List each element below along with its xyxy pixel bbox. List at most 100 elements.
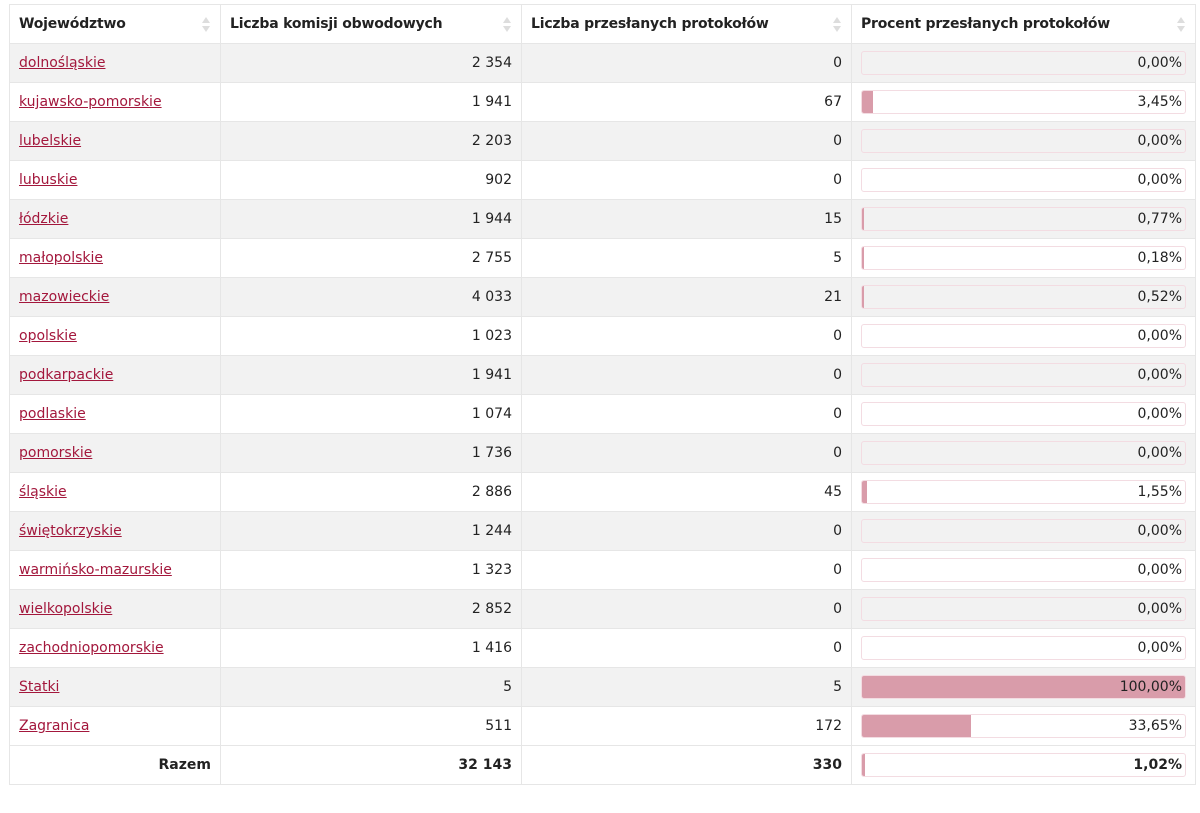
table-row: kujawsko-pomorskie 1 941 67 3,45% <box>9 82 1196 122</box>
region-link[interactable]: Statki <box>19 679 60 695</box>
table-row: opolskie 1 023 0 0,00% <box>9 316 1196 356</box>
region-cell: świętokrzyskie <box>9 511 221 551</box>
percent-label: 0,00% <box>1137 172 1182 188</box>
progress-bar: 1,02% <box>861 753 1186 777</box>
header-label: Województwo <box>19 16 126 32</box>
total-row: Razem 32 143 330 1,02% <box>9 745 1196 785</box>
sort-icon[interactable] <box>202 17 210 33</box>
region-link[interactable]: pomorskie <box>19 445 93 461</box>
table-row: pomorskie 1 736 0 0,00% <box>9 433 1196 473</box>
progress-bar: 0,00% <box>861 324 1186 348</box>
region-link[interactable]: dolnośląskie <box>19 55 106 71</box>
percent-cell: 0,00% <box>851 355 1196 395</box>
progress-bar: 0,00% <box>861 636 1186 660</box>
region-link[interactable]: kujawsko-pomorskie <box>19 94 162 110</box>
region-link[interactable]: Zagranica <box>19 718 90 734</box>
region-cell: pomorskie <box>9 433 221 473</box>
percent-label: 0,77% <box>1137 211 1182 227</box>
region-cell: opolskie <box>9 316 221 356</box>
progress-bar: 0,00% <box>861 168 1186 192</box>
protokoly-cell: 0 <box>521 355 852 395</box>
region-cell: podkarpackie <box>9 355 221 395</box>
header-label: Procent przesłanych protokołów <box>861 16 1111 32</box>
table-row: świętokrzyskie 1 244 0 0,00% <box>9 511 1196 551</box>
percent-label: 0,00% <box>1137 328 1182 344</box>
progress-bar: 1,55% <box>861 480 1186 504</box>
region-link[interactable]: podlaskie <box>19 406 86 422</box>
region-link[interactable]: warmińsko-mazurskie <box>19 562 172 578</box>
percent-cell: 33,65% <box>851 706 1196 746</box>
table-row: podlaskie 1 074 0 0,00% <box>9 394 1196 434</box>
progress-fill <box>862 676 1185 698</box>
region-link[interactable]: mazowieckie <box>19 289 110 305</box>
komisje-cell: 2 886 <box>220 472 522 512</box>
column-header-wojewodztwo[interactable]: Województwo <box>9 4 221 44</box>
percent-label: 0,00% <box>1137 133 1182 149</box>
percent-label: 1,02% <box>1133 757 1182 773</box>
region-link[interactable]: lubelskie <box>19 133 82 149</box>
region-cell: Statki <box>9 667 221 707</box>
region-link[interactable]: łódzkie <box>19 211 69 227</box>
sort-icon[interactable] <box>833 17 841 33</box>
progress-fill <box>862 247 864 269</box>
komisje-cell: 1 323 <box>220 550 522 590</box>
progress-bar: 0,00% <box>861 51 1186 75</box>
komisje-cell: 1 074 <box>220 394 522 434</box>
region-link[interactable]: świętokrzyskie <box>19 523 122 539</box>
sort-icon[interactable] <box>1177 17 1185 33</box>
region-cell: Zagranica <box>9 706 221 746</box>
region-cell: małopolskie <box>9 238 221 278</box>
region-link[interactable]: lubuskie <box>19 172 78 188</box>
region-cell: kujawsko-pomorskie <box>9 82 221 122</box>
komisje-cell: 1 944 <box>220 199 522 239</box>
percent-cell: 0,00% <box>851 160 1196 200</box>
percent-cell: 3,45% <box>851 82 1196 122</box>
region-link[interactable]: podkarpackie <box>19 367 114 383</box>
komisje-cell: 511 <box>220 706 522 746</box>
region-link[interactable]: zachodniopomorskie <box>19 640 164 656</box>
region-cell: mazowieckie <box>9 277 221 317</box>
region-link[interactable]: wielkopolskie <box>19 601 113 617</box>
progress-fill <box>862 715 971 737</box>
percent-cell: 0,00% <box>851 628 1196 668</box>
protokoly-cell: 0 <box>521 160 852 200</box>
percent-label: 0,00% <box>1137 523 1182 539</box>
percent-label: 0,00% <box>1137 601 1182 617</box>
region-cell: zachodniopomorskie <box>9 628 221 668</box>
percent-label: 0,00% <box>1137 367 1182 383</box>
percent-cell: 0,00% <box>851 43 1196 83</box>
percent-cell: 0,00% <box>851 121 1196 161</box>
percent-label: 0,00% <box>1137 406 1182 422</box>
column-header-procent[interactable]: Procent przesłanych protokołów <box>851 4 1196 44</box>
progress-bar: 100,00% <box>861 675 1186 699</box>
table-row: warmińsko-mazurskie 1 323 0 0,00% <box>9 550 1196 590</box>
protokoly-cell: 0 <box>521 511 852 551</box>
column-header-protokoly[interactable]: Liczba przesłanych protokołów <box>521 4 852 44</box>
region-link[interactable]: śląskie <box>19 484 67 500</box>
percent-cell: 0,00% <box>851 394 1196 434</box>
progress-bar: 0,00% <box>861 597 1186 621</box>
region-cell: lubelskie <box>9 121 221 161</box>
progress-bar: 0,00% <box>861 363 1186 387</box>
table-row: podkarpackie 1 941 0 0,00% <box>9 355 1196 395</box>
results-table: Województwo Liczba komisji obwodowych Li… <box>9 4 1196 785</box>
total-label: Razem <box>9 745 221 785</box>
region-link[interactable]: opolskie <box>19 328 77 344</box>
percent-label: 100,00% <box>1119 679 1182 695</box>
region-link[interactable]: małopolskie <box>19 250 104 266</box>
komisje-cell: 1 736 <box>220 433 522 473</box>
table-row: śląskie 2 886 45 1,55% <box>9 472 1196 512</box>
percent-label: 3,45% <box>1137 94 1182 110</box>
progress-fill <box>862 286 864 308</box>
total-protokoly: 330 <box>521 745 852 785</box>
percent-cell: 0,00% <box>851 433 1196 473</box>
column-header-komisje[interactable]: Liczba komisji obwodowych <box>220 4 522 44</box>
region-cell: wielkopolskie <box>9 589 221 629</box>
komisje-cell: 2 203 <box>220 121 522 161</box>
protokoly-cell: 5 <box>521 238 852 278</box>
progress-bar: 0,00% <box>861 129 1186 153</box>
sort-icon[interactable] <box>503 17 511 33</box>
protokoly-cell: 15 <box>521 199 852 239</box>
komisje-cell: 902 <box>220 160 522 200</box>
komisje-cell: 2 755 <box>220 238 522 278</box>
